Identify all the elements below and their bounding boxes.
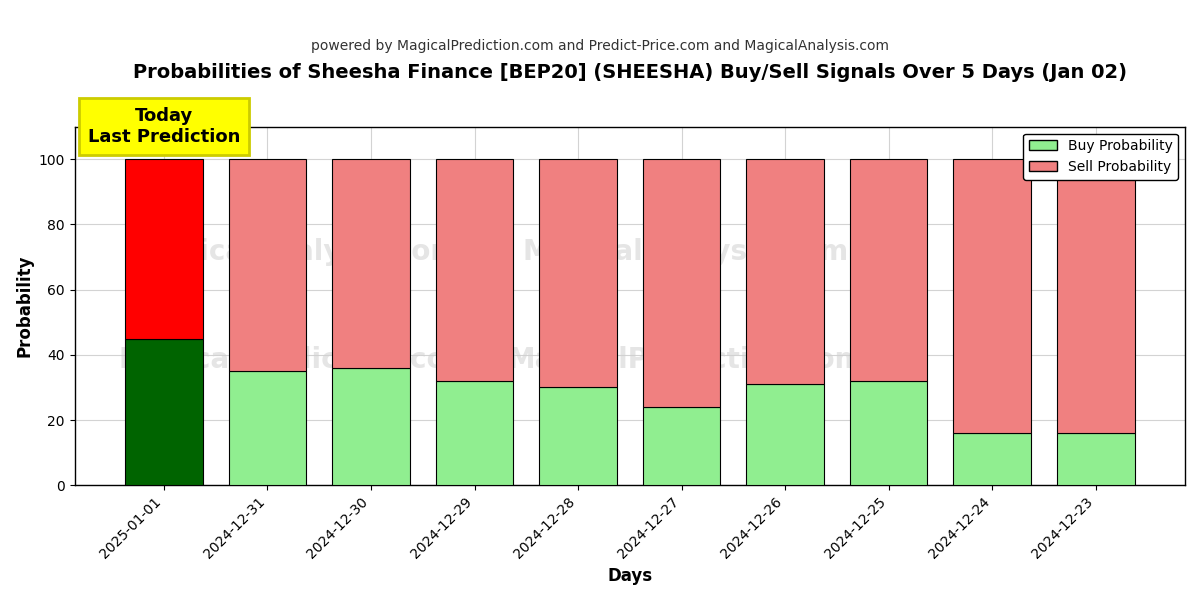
Bar (229, 371, 306, 485)
Bar (332, 368, 410, 485)
Text: MagicalPrediction.com: MagicalPrediction.com (119, 346, 475, 374)
Bar (953, 433, 1031, 485)
Bar (1057, 159, 1134, 433)
Bar (643, 159, 720, 407)
Text: powered by MagicalPrediction.com and Predict-Price.com and MagicalAnalysis.com: powered by MagicalPrediction.com and Pre… (311, 39, 889, 53)
Y-axis label: Probability: Probability (16, 254, 34, 357)
Bar (850, 381, 928, 485)
Title: Probabilities of Sheesha Finance [BEP20] (SHEESHA) Buy/Sell Signals Over 5 Days : Probabilities of Sheesha Finance [BEP20]… (133, 63, 1127, 82)
Text: Today
Last Prediction: Today Last Prediction (88, 107, 240, 146)
Bar (953, 159, 1031, 433)
Text: MagicalPrediction.com: MagicalPrediction.com (508, 346, 864, 374)
Text: MagicalAnalysis.com: MagicalAnalysis.com (522, 238, 848, 266)
Bar (125, 159, 203, 338)
Bar (643, 407, 720, 485)
Bar (332, 159, 410, 368)
Bar (539, 388, 617, 485)
Bar (436, 159, 514, 381)
Text: MagicalAnalysis.com: MagicalAnalysis.com (133, 238, 460, 266)
Bar (1057, 433, 1134, 485)
Bar (746, 159, 824, 384)
Bar (125, 338, 203, 485)
Bar (436, 381, 514, 485)
Bar (229, 159, 306, 371)
Legend: Buy Probability, Sell Probability: Buy Probability, Sell Probability (1024, 134, 1178, 179)
Bar (850, 159, 928, 381)
Bar (539, 159, 617, 388)
X-axis label: Days: Days (607, 567, 653, 585)
Bar (746, 384, 824, 485)
